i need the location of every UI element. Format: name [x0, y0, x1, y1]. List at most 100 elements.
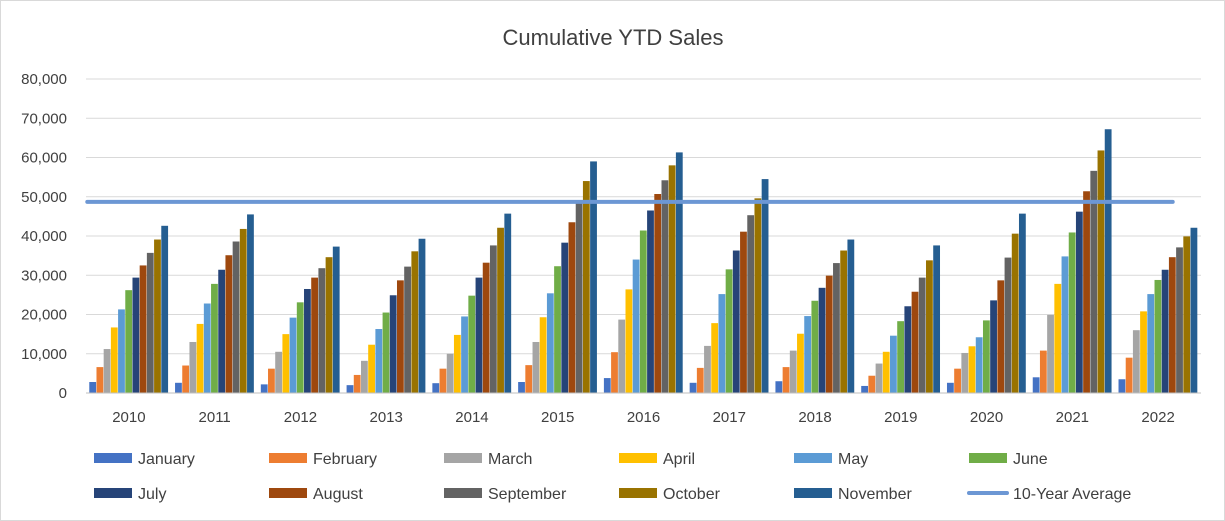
bar-march-2010	[103, 349, 111, 393]
bar-july-2015	[561, 242, 569, 393]
y-tick-label: 0	[59, 385, 67, 402]
bar-february-2017	[696, 367, 704, 393]
bar-july-2019	[904, 306, 912, 393]
bar-april-2014	[453, 334, 461, 393]
bar-march-2013	[360, 360, 368, 393]
bar-may-2019	[890, 335, 897, 393]
bar-may-2016	[632, 259, 640, 393]
legend-swatch	[794, 453, 832, 463]
bar-august-2022	[1168, 257, 1176, 393]
legend-swatch	[794, 488, 832, 498]
bar-july-2014	[475, 277, 483, 393]
bar-september-2017	[747, 215, 755, 393]
bar-may-2020	[975, 337, 983, 393]
bar-march-2012	[275, 351, 283, 393]
legend-label: April	[663, 451, 695, 468]
y-tick-label: 20,000	[21, 307, 67, 324]
bar-october-2012	[325, 257, 333, 393]
bar-june-2020	[982, 320, 990, 393]
x-tick-label: 2011	[199, 409, 231, 426]
y-tick-label: 70,000	[21, 110, 67, 127]
bar-march-2022	[1132, 330, 1140, 393]
bar-may-2018	[804, 316, 812, 393]
bar-january-2016	[603, 378, 611, 393]
x-axis: 2010 2011 2012 2013 2014 2015 2016 2017 2018 2019…	[86, 392, 1201, 426]
bar-february-2010	[96, 367, 104, 393]
bar-november-2017	[761, 179, 769, 393]
y-tick-label: 60,000	[21, 150, 67, 167]
bar-august-2011	[225, 255, 233, 393]
bar-february-2016	[611, 352, 618, 393]
bar-april-2020	[968, 346, 976, 393]
bar-may-2011	[203, 303, 211, 393]
bar-september-2016	[661, 180, 669, 393]
bar-june-2013	[382, 312, 390, 393]
bars	[89, 129, 1198, 394]
bar-january-2014	[432, 383, 440, 393]
bar-september-2010	[146, 252, 154, 393]
y-tick-label: 50,000	[21, 189, 67, 206]
bar-november-2016	[675, 152, 683, 393]
y-tick-label: 30,000	[21, 267, 67, 284]
bar-november-2018	[847, 239, 855, 393]
bar-april-2010	[110, 327, 118, 393]
legend: January February March April May June July Augu…	[94, 451, 1131, 503]
bar-may-2015	[546, 293, 554, 393]
bar-january-2018	[775, 381, 783, 393]
chart-title: Cumulative YTD Sales	[503, 25, 724, 50]
x-tick-label: 2020	[970, 409, 1003, 426]
bar-june-2021	[1068, 232, 1076, 393]
bar-september-2018	[833, 263, 840, 393]
bar-may-2014	[461, 316, 468, 393]
bar-april-2016	[625, 289, 633, 393]
bar-october-2013	[411, 251, 419, 393]
legend-label: June	[1013, 451, 1048, 468]
bar-july-2020	[990, 300, 997, 393]
x-tick-label: 2016	[627, 409, 660, 426]
legend-swatch	[94, 453, 132, 463]
bar-september-2019	[918, 277, 926, 393]
bar-november-2011	[247, 214, 254, 393]
bar-november-2013	[418, 238, 426, 393]
bar-february-2020	[954, 368, 961, 393]
bar-august-2016	[654, 194, 662, 393]
bar-august-2010	[139, 265, 147, 393]
bar-january-2010	[89, 382, 97, 393]
bar-april-2012	[282, 334, 290, 394]
bar-january-2013	[346, 385, 354, 393]
bar-june-2017	[725, 269, 733, 393]
bar-march-2017	[704, 345, 711, 393]
y-tick-label: 40,000	[21, 228, 67, 245]
bar-july-2022	[1161, 269, 1169, 393]
bar-march-2021	[1047, 314, 1054, 393]
bar-january-2022	[1118, 379, 1126, 393]
x-tick-label: 2013	[370, 409, 403, 426]
legend-label: March	[488, 451, 532, 468]
bar-september-2022	[1176, 247, 1183, 393]
bar-october-2022	[1183, 236, 1191, 393]
bar-january-2020	[946, 382, 954, 393]
legend-swatch	[444, 488, 482, 498]
bar-february-2022	[1125, 357, 1133, 393]
bar-october-2011	[239, 228, 247, 393]
bar-may-2012	[289, 317, 297, 393]
bar-october-2018	[840, 250, 848, 393]
y-axis: 0 10,000 20,000 30,000 40,000 50,000 60,000 70,…	[21, 71, 67, 402]
bar-may-2010	[118, 309, 125, 393]
legend-label: October	[663, 486, 721, 503]
bar-july-2018	[818, 287, 826, 393]
bar-february-2013	[353, 374, 361, 393]
y-tick-label: 10,000	[21, 346, 67, 363]
bar-march-2016	[618, 319, 626, 393]
bar-january-2019	[861, 385, 869, 393]
bar-november-2012	[332, 246, 340, 393]
bar-march-2018	[789, 350, 797, 393]
legend-label: July	[138, 486, 166, 503]
legend-swatch	[269, 488, 307, 498]
bar-may-2017	[718, 294, 726, 393]
bar-april-2013	[368, 344, 375, 393]
bar-february-2011	[182, 365, 190, 393]
x-tick-label: 2019	[884, 409, 917, 426]
